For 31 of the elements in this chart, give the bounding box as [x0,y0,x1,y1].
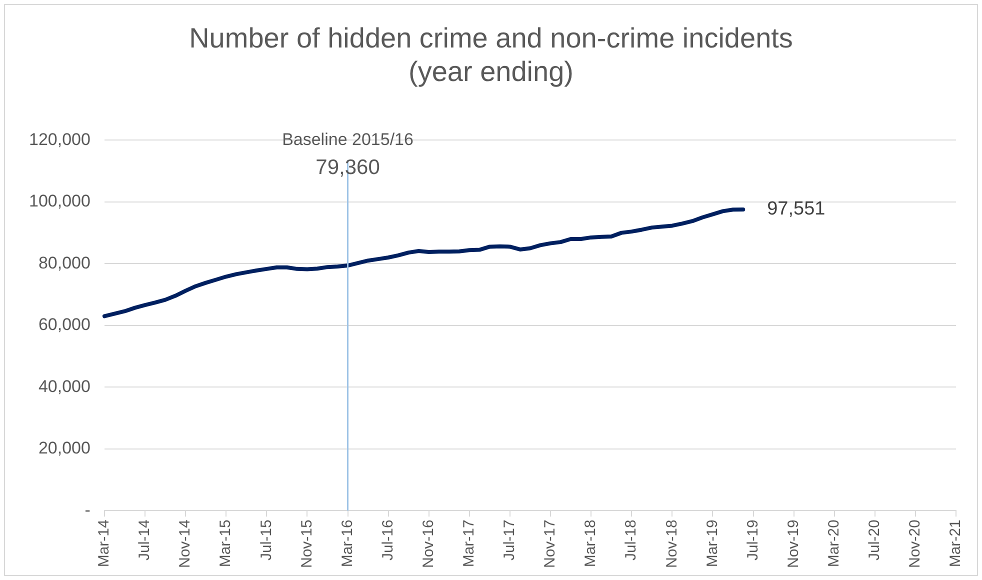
y-tick-label: 20,000 [38,438,90,458]
x-tick-label: Jul-14 [136,520,154,561]
x-tick-label: Mar-14 [96,520,113,568]
x-tick-label: Nov-18 [663,520,680,568]
x-tick-label: Nov-14 [176,520,194,568]
x-tick-label: Mar-20 [825,520,842,568]
x-tick-label: Mar-19 [704,520,721,568]
x-tick-label: Nov-17 [542,520,559,568]
x-tick-label: Mar-15 [217,520,234,568]
x-tick-label: Nov-20 [906,520,924,568]
y-tick-label: 80,000 [38,253,90,272]
x-tick-label: Mar-18 [582,520,600,568]
x-tick-label: Mar-16 [338,520,356,568]
x-tick-label: Nov-19 [784,520,802,568]
y-tick-label: 60,000 [38,315,90,334]
x-tick-label: Nov-15 [298,520,316,568]
x-tick-label: Jul-15 [258,520,275,561]
x-tick-label: Jul-18 [622,520,640,561]
x-tick-label: Jul-19 [744,520,762,561]
y-tick-label: 40,000 [38,376,90,396]
x-tick-label: Mar-21 [947,520,964,568]
y-tick-label: 100,000 [29,192,90,211]
chart-title: Number of hidden crime and non-crime incidents (year ending) [189,22,793,88]
x-tick-label: Jul-20 [866,520,884,561]
data-label: 97,551 [767,198,826,220]
x-tick-label: Nov-16 [420,520,437,568]
x-tick-label: Jul-17 [501,520,518,561]
y-tick-label: 120,000 [29,130,90,149]
x-tick-label: Jul-16 [379,520,396,561]
y-tick-label: - [84,500,90,520]
x-tick-label: Mar-17 [460,520,478,568]
